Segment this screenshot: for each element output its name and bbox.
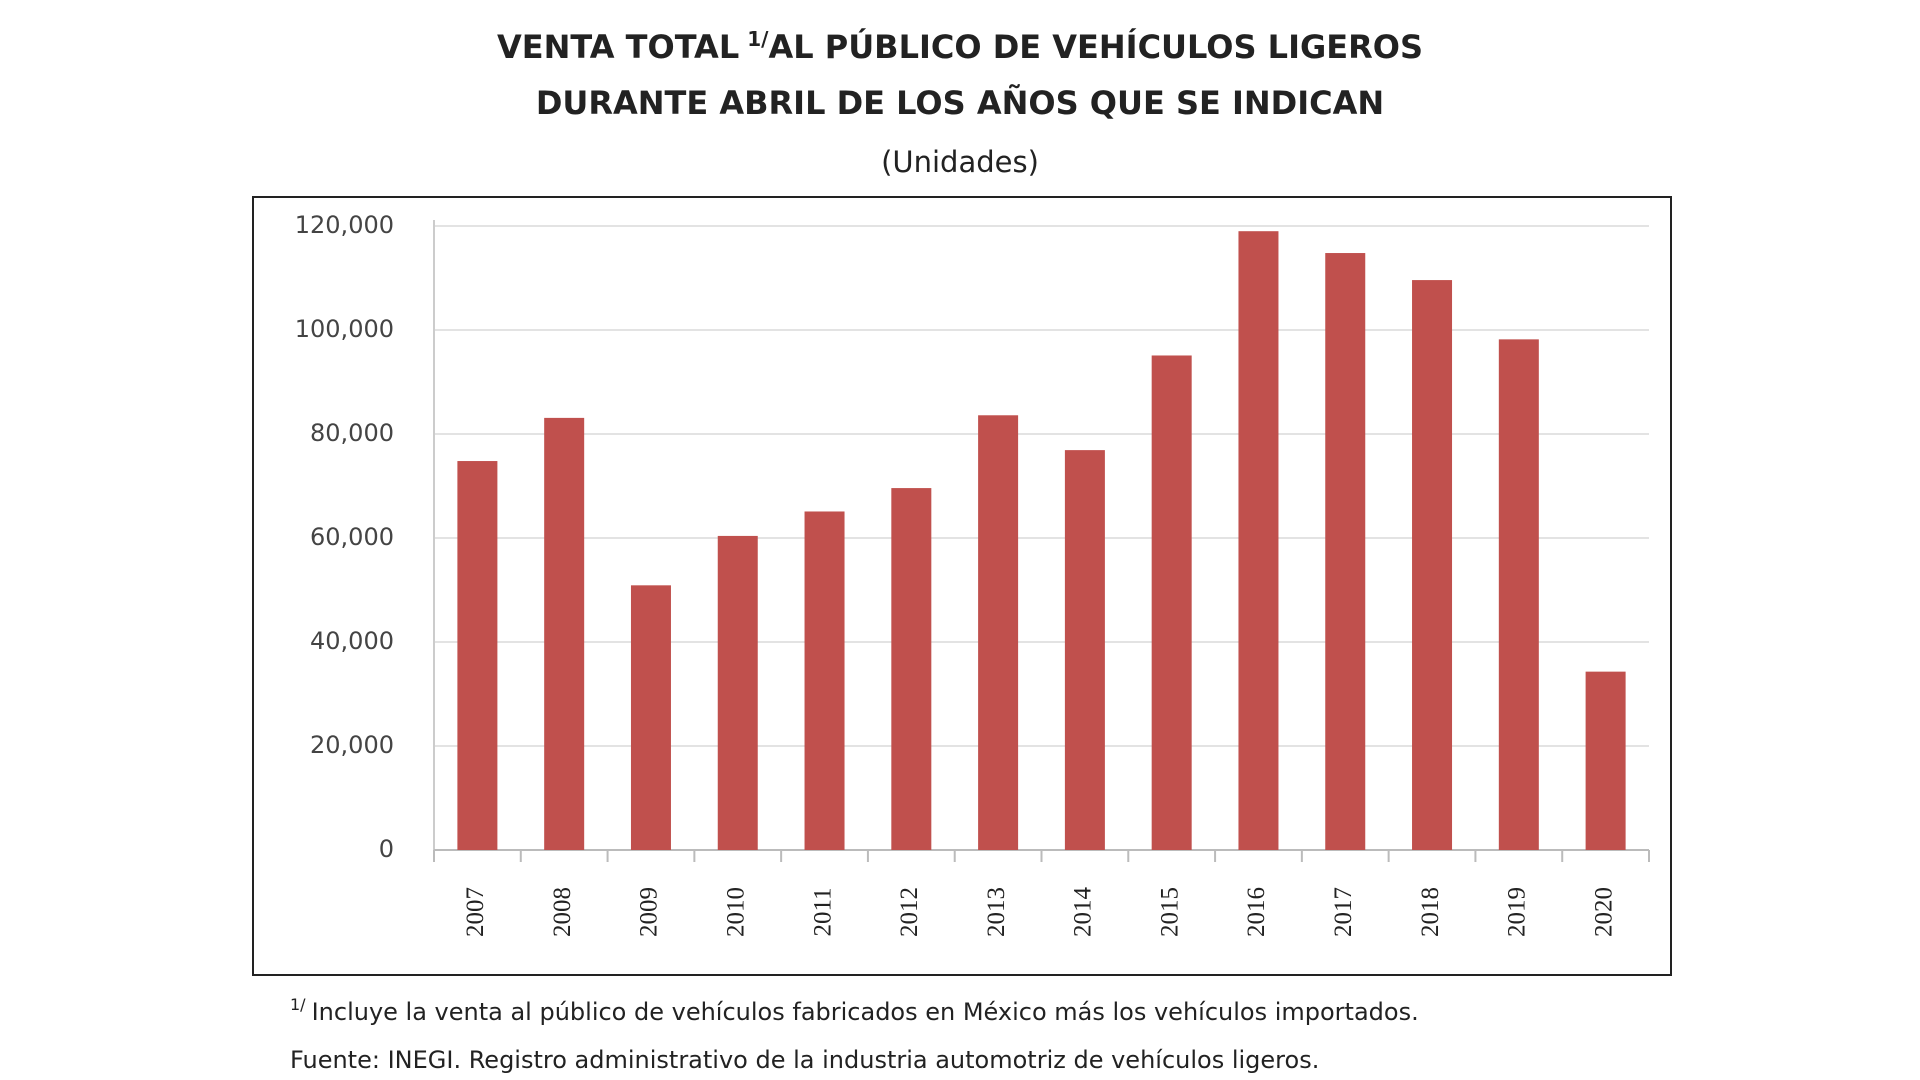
x-tick-label: 2010 — [722, 887, 749, 937]
bar — [804, 511, 845, 850]
bar — [1498, 339, 1539, 850]
x-tick-label: 2012 — [896, 887, 923, 937]
bar — [1325, 253, 1366, 851]
footnote-mark: 1/ — [290, 995, 306, 1014]
footnote-text: Incluye la venta al público de vehículos… — [312, 998, 1419, 1026]
y-tick-label: 100,000 — [295, 315, 394, 343]
bar — [717, 535, 758, 850]
bar — [1585, 671, 1626, 850]
x-tick-label: 2015 — [1156, 887, 1183, 937]
x-tick-label: 2008 — [549, 887, 576, 937]
bar — [1238, 231, 1279, 850]
chart-frame — [252, 196, 1672, 976]
bar — [544, 417, 585, 850]
title-prefix: VENTA TOTAL — [497, 28, 739, 66]
title-note-mark: 1/ — [747, 27, 769, 51]
chart-title-line2: DURANTE ABRIL DE LOS AÑOS QUE SE INDICAN — [536, 84, 1384, 122]
chart-title: VENTA TOTAL 1/AL PÚBLICO DE VEHÍCULOS LIG… — [497, 27, 1423, 66]
x-tick-label: 2020 — [1590, 887, 1617, 937]
title-rest: AL PÚBLICO DE VEHÍCULOS LIGEROS — [768, 27, 1423, 66]
chart-subtitle: (Unidades) — [881, 145, 1039, 179]
y-tick-label: 60,000 — [310, 523, 394, 551]
bar — [891, 488, 932, 850]
bar — [630, 585, 671, 850]
bar — [1064, 450, 1105, 850]
x-tick-label: 2016 — [1243, 887, 1270, 937]
x-tick-label: 2018 — [1417, 887, 1444, 937]
footnote: 1/Incluye la venta al público de vehícul… — [290, 995, 1419, 1026]
y-tick-label: 20,000 — [310, 731, 394, 759]
y-tick-label: 120,000 — [295, 211, 394, 239]
x-tick-label: 2011 — [809, 887, 836, 936]
source: Fuente: INEGI. Registro administrativo d… — [290, 1046, 1319, 1074]
y-tick-label: 0 — [379, 835, 394, 863]
bar — [978, 415, 1019, 850]
x-tick-label: 2013 — [983, 887, 1010, 937]
x-tick-label: 2017 — [1330, 887, 1357, 937]
bar — [457, 461, 498, 850]
bar — [1151, 355, 1192, 850]
bar — [1412, 280, 1453, 851]
y-tick-label: 80,000 — [310, 419, 394, 447]
x-tick-label: 2019 — [1504, 887, 1531, 937]
x-tick-label: 2007 — [462, 887, 489, 937]
x-tick-label: 2014 — [1070, 887, 1097, 938]
x-tick-label: 2009 — [636, 887, 663, 937]
y-tick-label: 40,000 — [310, 627, 394, 655]
